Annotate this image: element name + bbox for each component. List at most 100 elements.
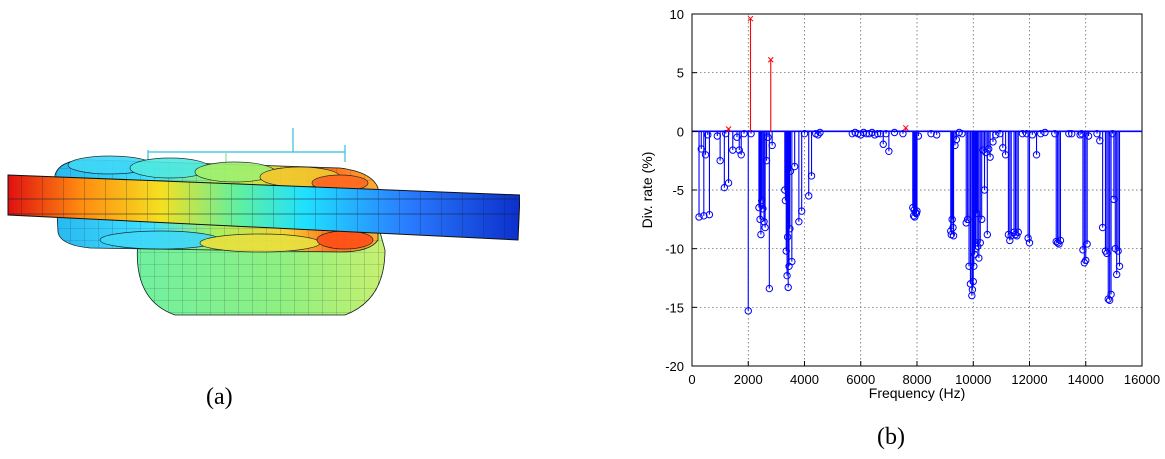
stem-marker [700,212,708,220]
stem-marker [968,286,977,294]
stem-marker [1013,232,1021,240]
stem-marker [788,257,796,266]
stem-marker [814,131,822,139]
stem-marker [720,183,729,192]
stem-marker [1037,129,1045,138]
stem-marker [747,15,754,22]
y-tick-label: -5 [672,183,684,198]
stem-marker [1083,240,1091,248]
div-rate-chart: 0 2000 4000 6000 8000 10000 12000 14000 16000 -20… [639,7,1160,401]
y-tick-label: 5 [677,66,684,81]
stem-marker [1056,236,1065,245]
stem-marker [885,147,893,155]
stem-marker [783,271,791,280]
stem-marker [740,129,748,138]
stem-marker [911,208,920,216]
stem-marker [797,207,806,215]
stem-marker [759,205,767,213]
stem-marker [747,129,755,138]
x-tick-label: 10000 [955,372,991,387]
stem-marker [985,145,993,153]
stem-marker [977,215,986,224]
stem-marker [1018,129,1027,138]
stem-marker [1084,132,1093,140]
stem-marker [1112,270,1121,279]
stem-marker [1006,236,1014,245]
x-tick-label: 14000 [1068,372,1104,387]
y-tick-label: 0 [677,124,684,139]
stem-marker [807,172,816,180]
stem-marker [764,133,772,141]
stem-marker [757,230,765,239]
y-tick-label: -15 [665,300,684,315]
stem-marker [737,151,745,159]
stem-marker [1032,151,1041,159]
stem-marker [913,207,921,215]
y-tick-label: 10 [670,7,684,22]
stem-marker [816,128,824,137]
stem-marker [968,291,976,300]
stem-marker [1041,128,1049,137]
stem-marker [756,215,764,224]
stem-marker [786,225,794,233]
stem-marker [724,179,733,187]
y-tick-label: -20 [665,359,684,374]
torus-bulges [67,155,374,253]
stem-marker [735,146,743,154]
stem-marker [970,262,978,270]
stem-marker [800,129,809,138]
stem-marker [1028,131,1037,139]
stem-marker [1025,239,1034,247]
stem-marker [1024,234,1032,242]
stem-marker [765,284,774,293]
stem-marker [1055,240,1063,248]
stem-marker [975,254,983,262]
stem-marker [899,129,907,138]
stem-marker [701,151,710,159]
stem-marker [1067,129,1076,138]
stem-marker [914,132,923,140]
stem-marker [983,230,992,239]
x-tick-label: 4000 [790,372,819,387]
stem-marker [902,124,909,131]
stem-marker [755,203,763,212]
stem-marker [986,153,994,161]
stem-marker [697,145,705,153]
stem-marker [927,129,935,138]
stem-marker [744,307,752,315]
stem-marker [1115,262,1124,270]
stem-marker [948,215,956,224]
x-tick-label: 6000 [846,372,875,387]
stem-marker [1114,247,1122,255]
stem-marker [725,126,732,132]
stem-marker [733,133,741,141]
y-tick-label: -10 [665,242,684,257]
stem-marker [976,239,984,247]
stem-marker [790,162,799,171]
stem-marker [952,135,961,144]
stem-marker [958,129,966,138]
stem-marker [784,283,792,292]
x-tick-label: 16000 [1124,372,1160,387]
stem-marker [768,141,776,150]
stem-marker [786,167,795,175]
stem-marker [795,217,803,226]
stem-marker [992,131,1000,139]
stem-marker [890,128,899,137]
stem-marker [805,192,813,200]
x-tick-label: 0 [688,372,695,387]
y-axis-label: Div. rate (%) [639,152,655,229]
caption-a: (a) [206,384,233,410]
caption-b: (b) [877,424,905,450]
stem-marker [716,156,724,165]
stem-marker [1082,256,1090,265]
stem-marker [695,213,703,221]
stem-marker [989,138,997,146]
mesh-render-figure [7,128,520,316]
x-axis-label: Frequency (Hz) [869,385,965,401]
stem-marker [783,233,792,241]
stem-marker [704,131,712,139]
stem-marker [1107,290,1115,299]
stem-marker [705,210,714,219]
stem-marker [949,232,958,240]
